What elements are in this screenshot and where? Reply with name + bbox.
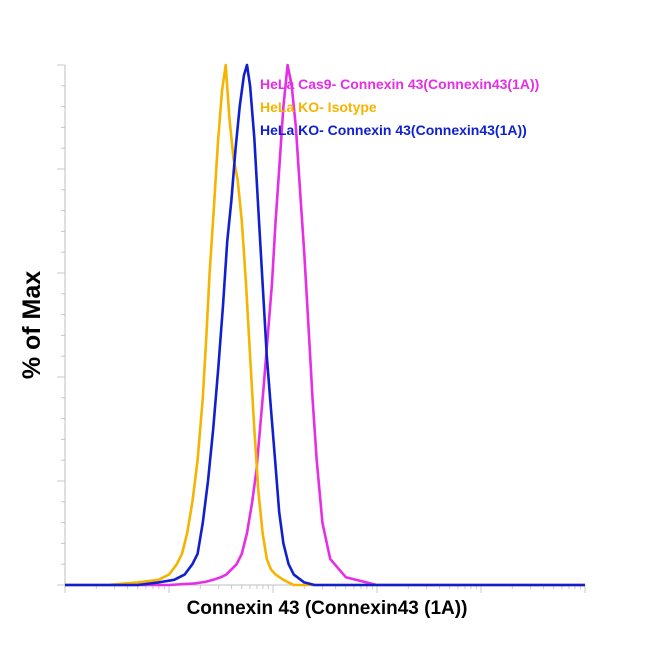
legend-entry-1: HeLa Cas9- Connexin 43(Connexin43(1A))	[260, 76, 539, 92]
series-line-2	[65, 63, 585, 587]
legend: HeLa Cas9- Connexin 43(Connexin43(1A)) He…	[260, 76, 539, 138]
x-axis-title: Connexin 43 (Connexin43 (1A))	[187, 598, 468, 619]
legend-entry-3: HeLa KO- Connexin 43(Connexin43(1A))	[260, 122, 527, 138]
y-axis-title: % of Max	[18, 271, 46, 379]
series-line-3	[65, 63, 585, 587]
legend-entry-2: HeLa KO- Isotype	[260, 99, 377, 115]
series-line-1	[65, 63, 585, 587]
series-layer	[65, 63, 585, 587]
